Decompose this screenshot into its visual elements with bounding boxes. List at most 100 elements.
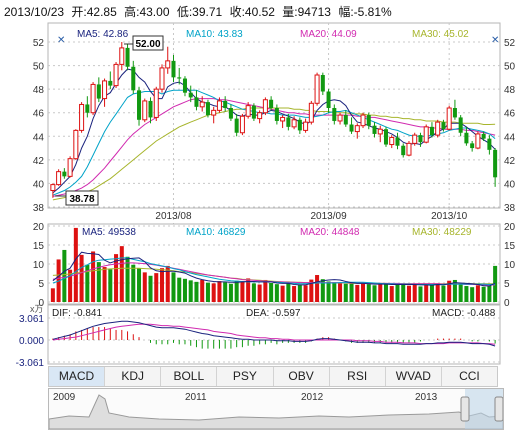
tab-cci[interactable]: CCI xyxy=(459,369,480,383)
macd-dif-line xyxy=(52,320,496,347)
quote-high: 高:43.00 xyxy=(124,5,170,19)
price-ma30-line xyxy=(52,107,496,201)
volume-bar xyxy=(280,285,285,302)
collapse-left-icon[interactable]: ✕ xyxy=(57,35,65,46)
candle-body xyxy=(470,143,475,149)
volume-tick-right: 10 xyxy=(504,260,516,271)
tab-macd[interactable]: MACD xyxy=(49,367,106,386)
volume-unit: x万 xyxy=(30,304,44,314)
quote-summary: 2013/10/23 开:42.85 高:43.00 低:39.71 收:40.… xyxy=(4,3,396,20)
collapse-right-icon[interactable]: ✕ xyxy=(491,35,499,46)
price-tick-left: 48 xyxy=(33,85,45,96)
price-tick-right: 48 xyxy=(504,85,516,96)
candle-body xyxy=(401,145,406,156)
volume-bar xyxy=(349,283,354,302)
candle-body xyxy=(389,136,395,146)
volume-legend-ma30: MA30: 48229 xyxy=(412,227,472,238)
candle-body xyxy=(320,75,325,92)
volume-bar xyxy=(447,280,452,302)
candle-body xyxy=(62,171,67,177)
candle-body xyxy=(211,109,217,116)
price-ma-lines xyxy=(52,68,496,201)
candle-body xyxy=(102,80,108,100)
price-tick-left: 38 xyxy=(33,203,45,214)
quote-date: 2013/10/23 xyxy=(4,5,65,19)
candle-body xyxy=(464,132,469,144)
candle-body xyxy=(137,90,142,120)
price-tick-left: 40 xyxy=(33,179,45,190)
candle-body xyxy=(418,135,423,143)
navigator-left-handle[interactable] xyxy=(460,396,470,422)
volume-bar xyxy=(309,279,314,302)
candle-body xyxy=(291,119,297,128)
tab-obv[interactable]: OBV xyxy=(274,367,330,386)
volume-bar xyxy=(303,285,308,302)
volume-bar xyxy=(343,283,348,302)
volume-tick-left: 0 xyxy=(38,298,44,309)
date-axis: 2013/08 2013/09 2013/10 xyxy=(155,211,467,222)
candle-body xyxy=(216,100,222,111)
volume-bar xyxy=(326,281,331,302)
volume-bar xyxy=(182,278,187,302)
candle-body xyxy=(251,105,256,119)
price-tick-left: 52 xyxy=(33,38,45,49)
tab-psy[interactable]: PSY xyxy=(217,367,274,386)
range-navigator[interactable]: 2009 2011 2012 2013 xyxy=(48,388,504,430)
volume-bar xyxy=(481,286,486,302)
volume-bars xyxy=(50,227,498,302)
tab-rsi[interactable]: RSI xyxy=(330,367,386,386)
volume-bar xyxy=(96,262,101,302)
candle-body xyxy=(125,47,130,67)
volume-bar xyxy=(85,264,90,302)
volume-legend-ma20: MA20: 44848 xyxy=(300,227,360,238)
date-tick-label: 2013/10 xyxy=(431,211,468,222)
tab-wvad[interactable]: WVAD xyxy=(386,367,442,386)
volume-bar xyxy=(441,285,446,302)
candle-body xyxy=(171,60,176,78)
candle-body xyxy=(446,107,452,130)
candle-body xyxy=(153,88,159,118)
tab-kdj[interactable]: KDJ xyxy=(105,367,162,386)
price-tick-right: 40 xyxy=(504,179,516,190)
price-tick-right: 42 xyxy=(504,156,516,167)
candle-body xyxy=(234,118,239,133)
volume-bar xyxy=(429,285,434,302)
volume-bar xyxy=(292,286,297,302)
volume-tick-left: 5 xyxy=(38,279,44,290)
price-tick-left: 44 xyxy=(33,132,45,143)
volume-bar xyxy=(246,278,251,302)
volume-bar xyxy=(418,286,423,302)
candle-body xyxy=(90,83,96,114)
indicator-tabs: MACD KDJ BOLL PSY OBV RSI WVAD CCI xyxy=(48,366,498,387)
candle-body xyxy=(245,105,251,117)
candle-body xyxy=(314,74,320,104)
price-tick-left: 46 xyxy=(33,109,45,120)
volume-bar xyxy=(320,279,325,302)
volume-bar xyxy=(257,284,262,302)
volume-bar xyxy=(286,283,291,302)
candle-body xyxy=(354,125,360,133)
volume-bar xyxy=(378,284,383,302)
candle-body xyxy=(205,102,210,116)
candle-body xyxy=(452,108,457,118)
volume-legend-ma5: MA5: 49538 xyxy=(82,227,136,238)
candle-body xyxy=(228,108,233,119)
candle-body xyxy=(67,158,73,177)
volume-bar xyxy=(412,283,417,302)
candle-body xyxy=(223,100,228,108)
price-tick-left: 50 xyxy=(33,62,45,73)
tab-boll[interactable]: BOLL xyxy=(161,367,218,386)
volume-bar xyxy=(50,288,55,302)
candle-body xyxy=(239,115,245,134)
volume-bar xyxy=(62,249,67,302)
candle-body xyxy=(286,117,291,127)
price-tick-right: 52 xyxy=(504,38,516,49)
macd-tick-label: 3.061 xyxy=(19,314,44,325)
candle-body xyxy=(148,100,153,118)
quote-volume: 量:94713 xyxy=(282,5,331,19)
navigator-right-handle[interactable] xyxy=(494,396,504,422)
volume-bar xyxy=(142,272,147,302)
candle-body xyxy=(159,67,165,90)
volume-bar xyxy=(223,282,228,302)
